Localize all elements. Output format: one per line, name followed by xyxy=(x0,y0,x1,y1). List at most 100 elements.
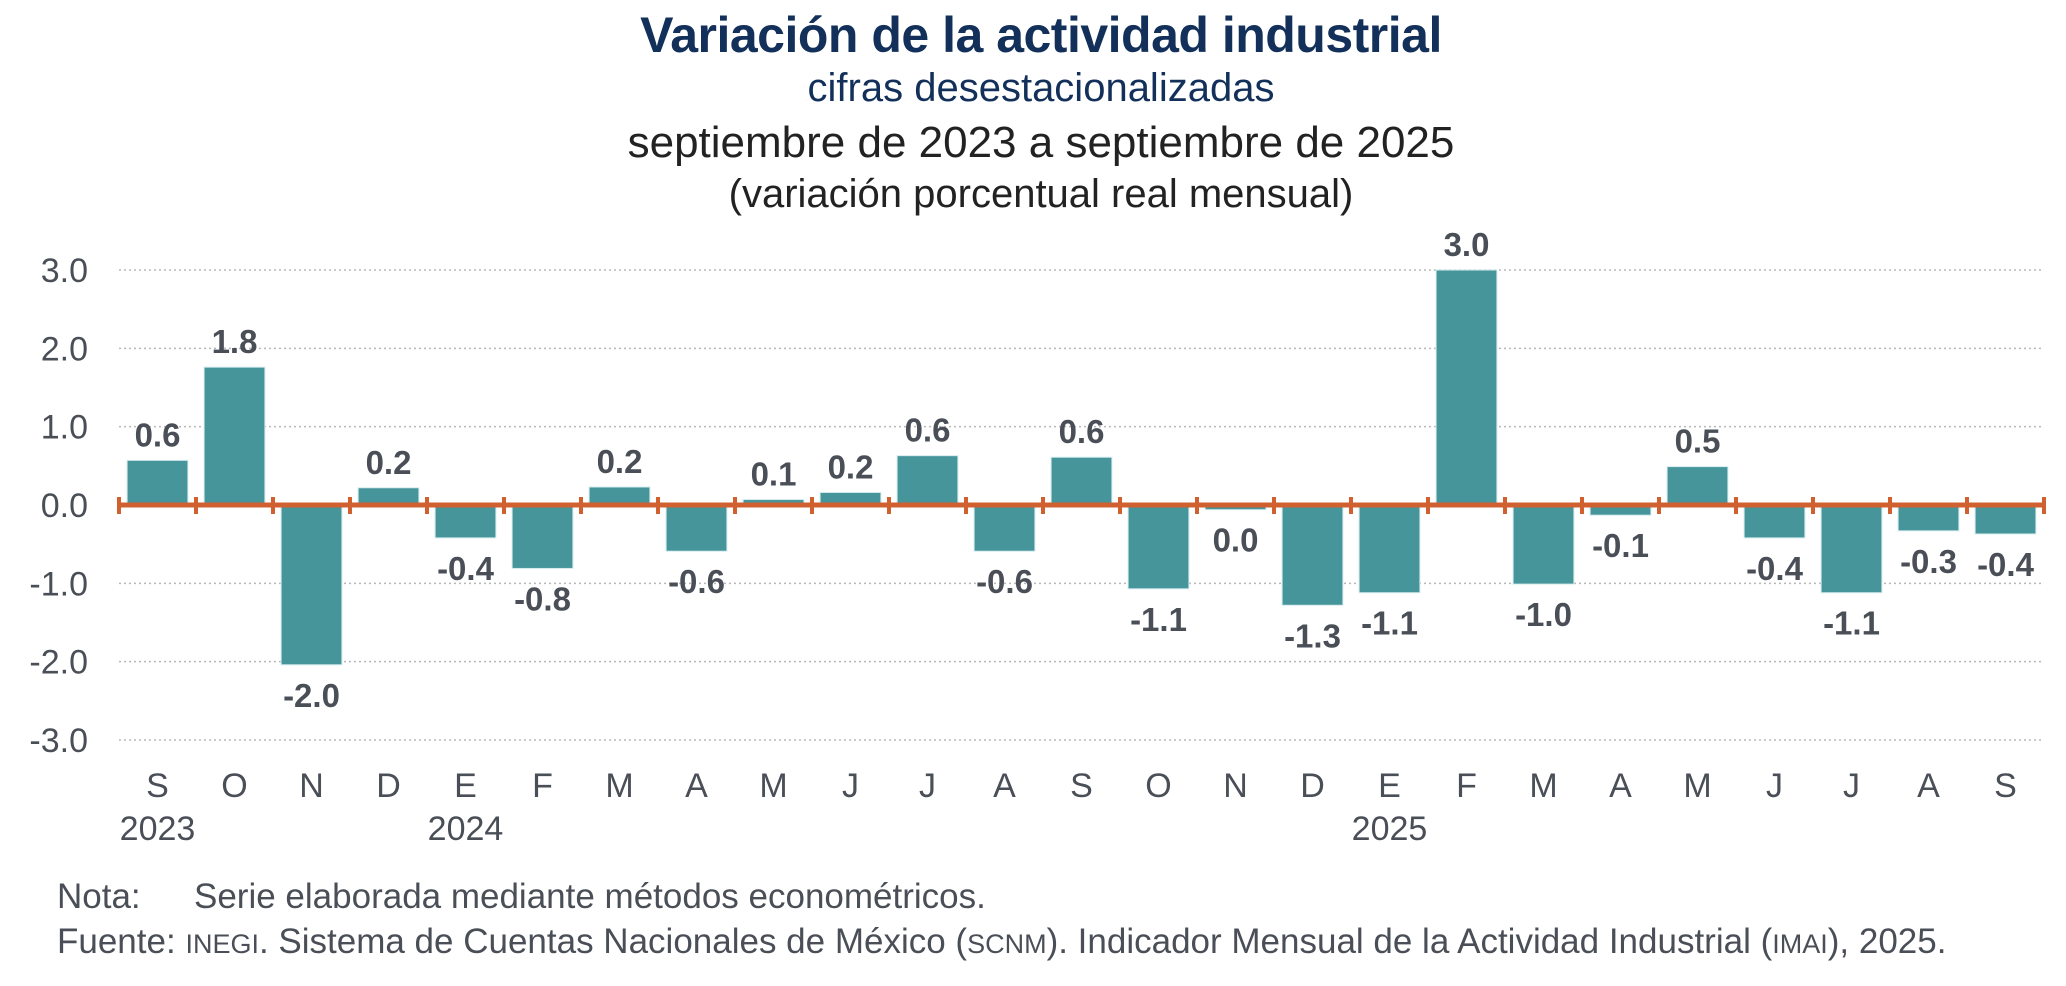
footer-source: Fuente: INEGI. Sistema de Cuentas Nacion… xyxy=(57,922,1946,962)
data-label: 3.0 xyxy=(1444,226,1490,263)
y-tick-label: 0.0 xyxy=(41,487,88,525)
note-text: Serie elaborada mediante métodos economé… xyxy=(194,877,986,916)
x-tick-label: N xyxy=(299,767,324,805)
bar xyxy=(665,504,728,552)
x-tick-label: J xyxy=(842,767,859,805)
chart-unit: (variación porcentual real mensual) xyxy=(728,172,1354,216)
bar xyxy=(1820,504,1883,594)
bar xyxy=(1974,504,2037,535)
x-tick-label: D xyxy=(1300,767,1325,805)
data-label: 0.6 xyxy=(1059,413,1105,450)
x-tick-label: A xyxy=(1917,767,1940,805)
year-label: 2025 xyxy=(1352,810,1428,848)
x-tick-label: F xyxy=(1456,767,1477,805)
chart-subtitle: cifras desestacionalizadas xyxy=(807,66,1275,110)
bar xyxy=(1666,466,1729,506)
data-label: -0.4 xyxy=(1977,546,2035,583)
y-axis-labels: 3.0 2.0 1.0 0.0 -1.0 -2.0 -3.0 xyxy=(29,252,88,760)
bar xyxy=(203,366,266,506)
x-tick-label: N xyxy=(1223,767,1248,805)
y-tick-label: -3.0 xyxy=(29,722,88,760)
source-text-2: ). Indicador Mensual de la Actividad Ind… xyxy=(1046,922,1773,961)
x-tick-label: S xyxy=(1994,767,2017,805)
footer-note: Nota: Serie elaborada mediante métodos ec… xyxy=(57,877,986,917)
x-axis xyxy=(117,497,2046,514)
data-label: 0.5 xyxy=(1675,423,1721,460)
source-text-1: . Sistema de Cuentas Nacionales de Méxic… xyxy=(258,922,968,961)
x-tick-label: M xyxy=(759,767,787,805)
bar xyxy=(973,504,1036,552)
data-label: 0.6 xyxy=(905,412,951,449)
x-tick-label: F xyxy=(532,767,553,805)
x-tick-label: M xyxy=(605,767,633,805)
data-label: -1.1 xyxy=(1361,605,1418,642)
bar xyxy=(588,486,651,506)
year-labels: 2023 2024 2025 xyxy=(120,810,1428,848)
gridlines xyxy=(119,269,2044,741)
source-abbr-scnm: SCNM xyxy=(967,929,1047,959)
x-tick-label: S xyxy=(146,767,169,805)
data-label: 0.2 xyxy=(366,444,412,481)
bar xyxy=(1358,504,1421,594)
x-tick-label: S xyxy=(1070,767,1093,805)
bars xyxy=(126,269,2037,666)
bar xyxy=(280,504,343,666)
source-org: INEGI xyxy=(185,929,259,959)
x-tick-label: O xyxy=(221,767,247,805)
data-label: 0.1 xyxy=(751,456,797,493)
source-text-3: ), 2025. xyxy=(1827,922,1947,961)
x-tick-label: A xyxy=(685,767,708,805)
y-tick-label: 1.0 xyxy=(41,409,88,447)
x-tick-label: M xyxy=(1529,767,1557,805)
bar xyxy=(1512,504,1575,585)
x-tick-label: A xyxy=(993,767,1016,805)
y-tick-label: -1.0 xyxy=(29,565,88,603)
data-label: -0.4 xyxy=(1746,550,1804,587)
data-label: -0.6 xyxy=(668,563,725,600)
note-label: Nota: xyxy=(57,877,141,916)
bar xyxy=(357,487,420,506)
data-label: -0.3 xyxy=(1900,543,1957,580)
x-tick-label: J xyxy=(1766,767,1783,805)
x-tick-label: E xyxy=(454,767,477,805)
bar xyxy=(1127,504,1190,590)
x-tick-label: E xyxy=(1378,767,1401,805)
y-tick-label: 2.0 xyxy=(41,330,88,368)
data-label: 0.2 xyxy=(828,448,874,485)
data-label: 0.6 xyxy=(135,416,181,453)
x-tick-label: M xyxy=(1683,767,1711,805)
data-label: -1.3 xyxy=(1284,617,1341,654)
source-label: Fuente: xyxy=(57,922,176,961)
data-label: 1.8 xyxy=(212,323,258,360)
bar xyxy=(1050,456,1113,506)
bar xyxy=(1897,504,1960,532)
year-label: 2023 xyxy=(120,810,196,848)
data-label: -2.0 xyxy=(283,677,340,714)
data-label: -1.0 xyxy=(1515,596,1572,633)
y-tick-label: 3.0 xyxy=(41,252,88,290)
x-tick-label: A xyxy=(1609,767,1632,805)
x-tick-label: J xyxy=(1843,767,1860,805)
bar xyxy=(434,504,497,539)
bar xyxy=(896,455,959,506)
data-label: -0.4 xyxy=(437,550,495,587)
data-label: -1.1 xyxy=(1823,605,1880,642)
y-tick-label: -2.0 xyxy=(29,644,88,682)
year-label: 2024 xyxy=(428,810,504,848)
x-tick-label: D xyxy=(376,767,401,805)
x-tick-label: O xyxy=(1145,767,1171,805)
bar xyxy=(1281,504,1344,606)
data-label: -0.1 xyxy=(1592,527,1649,564)
data-label: -1.1 xyxy=(1130,601,1187,638)
data-labels: 0.6 1.8 -2.0 0.2 -0.4 -0.8 0.2 -0.6 0.1 0.2 0.6 -0.… xyxy=(135,226,2035,714)
data-label: -0.8 xyxy=(514,580,571,617)
bar xyxy=(511,504,574,569)
chart-period: septiembre de 2023 a septiembre de 2025 xyxy=(627,118,1455,167)
source-abbr-imai: IMAI xyxy=(1772,929,1828,959)
bar xyxy=(1435,269,1498,506)
x-tick-label: J xyxy=(919,767,936,805)
bar xyxy=(126,459,189,506)
data-label: -0.6 xyxy=(976,563,1033,600)
bar xyxy=(1743,504,1806,539)
